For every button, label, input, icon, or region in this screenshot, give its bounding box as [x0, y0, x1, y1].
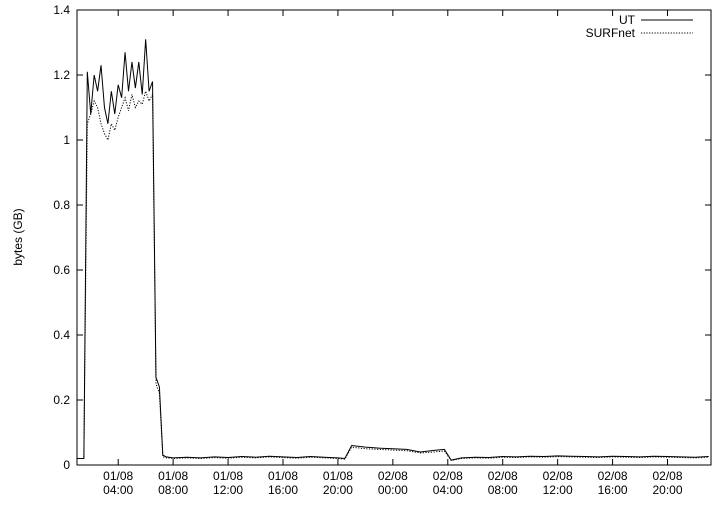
x-tick-label: 01/08 16:00 [268, 469, 298, 497]
series-line [77, 39, 709, 461]
legend-label: UT [619, 13, 636, 27]
x-tick-label: 01/08 20:00 [323, 469, 353, 497]
plot-frame [76, 9, 712, 466]
y-tick-label: 1.4 [53, 3, 70, 17]
y-tick-label: 1 [63, 133, 70, 147]
y-tick-label: 0.2 [53, 393, 70, 407]
x-tick-label: 02/08 08:00 [488, 469, 518, 497]
x-tick-label: 01/08 04:00 [103, 469, 133, 497]
x-tick-label: 01/08 12:00 [213, 469, 243, 497]
y-tick-label: 0 [63, 458, 70, 472]
y-tick-label: 0.6 [53, 263, 70, 277]
x-tick-label: 02/08 00:00 [378, 469, 408, 497]
legend-label: SURFnet [586, 26, 636, 40]
y-axis-label: bytes (GB) [11, 208, 25, 265]
y-tick-label: 0.8 [53, 198, 70, 212]
x-tick-label: 02/08 12:00 [543, 469, 573, 497]
series-line [77, 89, 709, 462]
y-tick-label: 1.2 [53, 68, 70, 82]
x-tick-label: 02/08 16:00 [598, 469, 628, 497]
x-tick-label: 02/08 04:00 [433, 469, 463, 497]
x-tick-label: 01/08 08:00 [158, 469, 188, 497]
y-tick-label: 0.4 [53, 328, 70, 342]
x-tick-label: 02/08 20:00 [652, 469, 682, 497]
